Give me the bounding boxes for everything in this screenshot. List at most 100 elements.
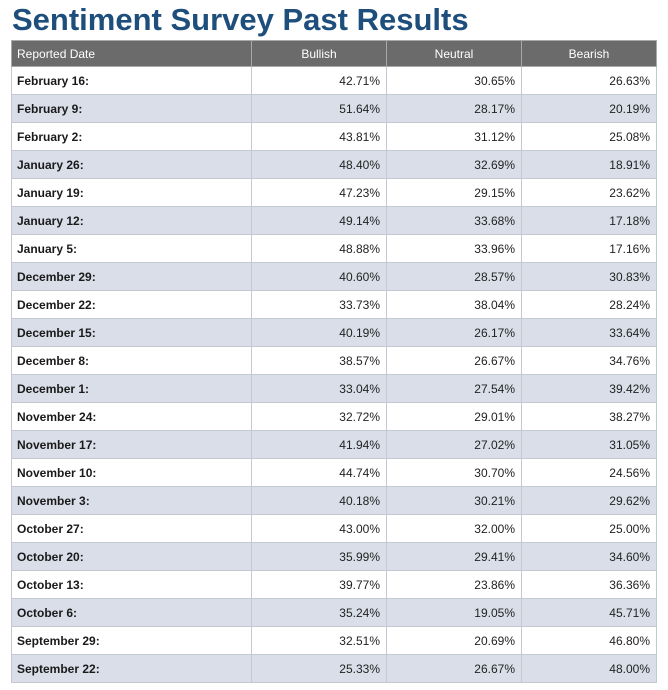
- header-bearish: Bearish: [521, 40, 657, 67]
- cell-bullish: 40.18%: [251, 486, 387, 515]
- cell-reported-date: January 19:: [11, 178, 252, 207]
- cell-bullish: 47.23%: [251, 178, 387, 207]
- cell-reported-date: December 15:: [11, 318, 252, 347]
- cell-bearish: 34.76%: [521, 346, 657, 375]
- table-header: Reported Date Bullish Neutral Bearish: [11, 40, 657, 67]
- cell-reported-date: February 9:: [11, 94, 252, 123]
- table-body: February 16: 42.71% 30.65% 26.63% February 9…: [11, 66, 657, 683]
- sentiment-results-table: Reported Date Bullish Neutral Bearish Fe…: [11, 40, 657, 683]
- table-row: November 10: 44.74% 30.70% 24.56%: [11, 458, 657, 487]
- cell-neutral: 19.05%: [386, 598, 522, 627]
- cell-neutral: 33.96%: [386, 234, 522, 263]
- cell-reported-date: October 6:: [11, 598, 252, 627]
- cell-neutral: 30.21%: [386, 486, 522, 515]
- cell-bearish: 17.16%: [521, 234, 657, 263]
- cell-bearish: 45.71%: [521, 598, 657, 627]
- table-row: January 19: 47.23% 29.15% 23.62%: [11, 178, 657, 207]
- cell-bullish: 48.40%: [251, 150, 387, 179]
- cell-bearish: 25.08%: [521, 122, 657, 151]
- cell-bullish: 42.71%: [251, 66, 387, 95]
- cell-neutral: 23.86%: [386, 570, 522, 599]
- cell-reported-date: December 22:: [11, 290, 252, 319]
- cell-bearish: 36.36%: [521, 570, 657, 599]
- cell-neutral: 30.65%: [386, 66, 522, 95]
- cell-bearish: 31.05%: [521, 430, 657, 459]
- header-neutral: Neutral: [386, 40, 522, 67]
- table-row: December 8: 38.57% 26.67% 34.76%: [11, 346, 657, 375]
- cell-bullish: 51.64%: [251, 94, 387, 123]
- cell-bearish: 25.00%: [521, 514, 657, 543]
- page-title: Sentiment Survey Past Results: [12, 2, 469, 37]
- cell-bearish: 26.63%: [521, 66, 657, 95]
- cell-neutral: 26.67%: [386, 346, 522, 375]
- table-row: February 9: 51.64% 28.17% 20.19%: [11, 94, 657, 123]
- cell-neutral: 30.70%: [386, 458, 522, 487]
- cell-bullish: 33.04%: [251, 374, 387, 403]
- cell-reported-date: November 3:: [11, 486, 252, 515]
- cell-bearish: 28.24%: [521, 290, 657, 319]
- table-row: February 2: 43.81% 31.12% 25.08%: [11, 122, 657, 151]
- cell-reported-date: February 16:: [11, 66, 252, 95]
- cell-bullish: 43.00%: [251, 514, 387, 543]
- table-row: November 3: 40.18% 30.21% 29.62%: [11, 486, 657, 515]
- cell-bearish: 34.60%: [521, 542, 657, 571]
- cell-bearish: 29.62%: [521, 486, 657, 515]
- table-row: December 1: 33.04% 27.54% 39.42%: [11, 374, 657, 403]
- cell-neutral: 28.17%: [386, 94, 522, 123]
- cell-neutral: 29.01%: [386, 402, 522, 431]
- cell-bearish: 33.64%: [521, 318, 657, 347]
- header-reported-date: Reported Date: [11, 40, 252, 67]
- table-row: October 6: 35.24% 19.05% 45.71%: [11, 598, 657, 627]
- table-row: January 12: 49.14% 33.68% 17.18%: [11, 206, 657, 235]
- table-row: October 27: 43.00% 32.00% 25.00%: [11, 514, 657, 543]
- cell-bearish: 18.91%: [521, 150, 657, 179]
- cell-bullish: 40.19%: [251, 318, 387, 347]
- cell-neutral: 27.02%: [386, 430, 522, 459]
- cell-reported-date: October 13:: [11, 570, 252, 599]
- cell-reported-date: January 5:: [11, 234, 252, 263]
- cell-bullish: 32.72%: [251, 402, 387, 431]
- cell-reported-date: December 29:: [11, 262, 252, 291]
- cell-bullish: 48.88%: [251, 234, 387, 263]
- table-row: October 20: 35.99% 29.41% 34.60%: [11, 542, 657, 571]
- cell-bullish: 40.60%: [251, 262, 387, 291]
- cell-bullish: 38.57%: [251, 346, 387, 375]
- cell-neutral: 38.04%: [386, 290, 522, 319]
- table-row: November 17: 41.94% 27.02% 31.05%: [11, 430, 657, 459]
- cell-bullish: 32.51%: [251, 626, 387, 655]
- table-row: October 13: 39.77% 23.86% 36.36%: [11, 570, 657, 599]
- cell-bullish: 41.94%: [251, 430, 387, 459]
- cell-reported-date: December 1:: [11, 374, 252, 403]
- table-row: September 22: 25.33% 26.67% 48.00%: [11, 654, 657, 683]
- cell-reported-date: February 2:: [11, 122, 252, 151]
- cell-bearish: 17.18%: [521, 206, 657, 235]
- cell-bullish: 44.74%: [251, 458, 387, 487]
- cell-neutral: 32.00%: [386, 514, 522, 543]
- cell-reported-date: October 27:: [11, 514, 252, 543]
- cell-bullish: 49.14%: [251, 206, 387, 235]
- cell-bullish: 35.99%: [251, 542, 387, 571]
- cell-bearish: 38.27%: [521, 402, 657, 431]
- cell-reported-date: January 26:: [11, 150, 252, 179]
- cell-neutral: 26.17%: [386, 318, 522, 347]
- cell-reported-date: November 17:: [11, 430, 252, 459]
- cell-reported-date: December 8:: [11, 346, 252, 375]
- cell-neutral: 28.57%: [386, 262, 522, 291]
- cell-reported-date: January 12:: [11, 206, 252, 235]
- cell-neutral: 31.12%: [386, 122, 522, 151]
- cell-neutral: 29.15%: [386, 178, 522, 207]
- cell-bullish: 35.24%: [251, 598, 387, 627]
- cell-bullish: 25.33%: [251, 654, 387, 683]
- cell-reported-date: September 29:: [11, 626, 252, 655]
- cell-neutral: 20.69%: [386, 626, 522, 655]
- table-row: January 26: 48.40% 32.69% 18.91%: [11, 150, 657, 179]
- cell-reported-date: November 10:: [11, 458, 252, 487]
- table-row: December 29: 40.60% 28.57% 30.83%: [11, 262, 657, 291]
- table-row: December 22: 33.73% 38.04% 28.24%: [11, 290, 657, 319]
- cell-bullish: 43.81%: [251, 122, 387, 151]
- cell-bearish: 39.42%: [521, 374, 657, 403]
- cell-neutral: 26.67%: [386, 654, 522, 683]
- table-row: February 16: 42.71% 30.65% 26.63%: [11, 66, 657, 95]
- table-row: December 15: 40.19% 26.17% 33.64%: [11, 318, 657, 347]
- cell-bearish: 30.83%: [521, 262, 657, 291]
